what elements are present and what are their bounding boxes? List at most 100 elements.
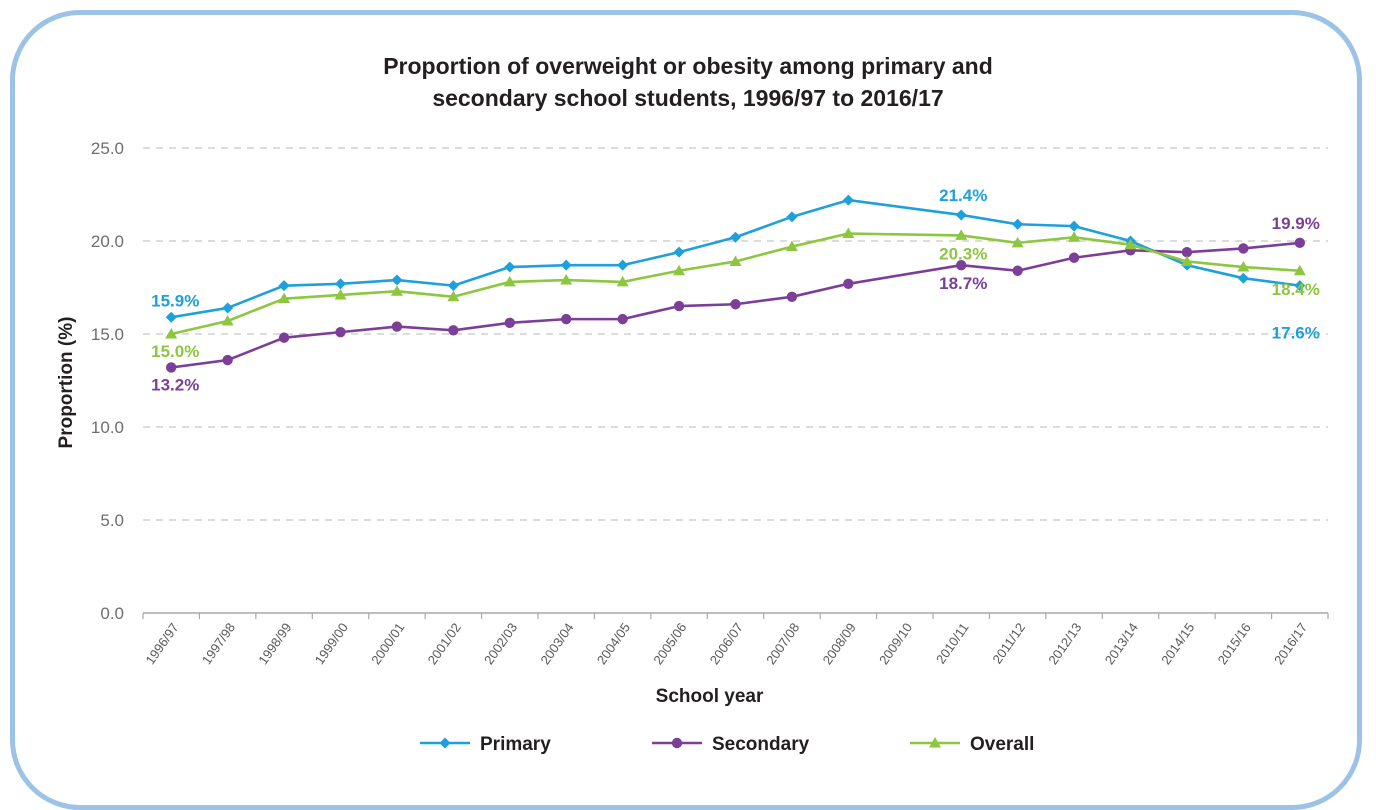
primary-point (560, 259, 572, 271)
secondary-point (1068, 252, 1080, 263)
primary-point (222, 302, 234, 314)
x-tick-label: 2001/02 (425, 620, 464, 667)
axes: 0.0 5.0 10.0 15.0 20.0 25.0 1996/97 1997/98 1998… (56, 139, 1329, 707)
secondary-point (278, 332, 290, 343)
data-label-primary: 17.6% (1272, 324, 1320, 343)
x-tick-label: 1998/99 (255, 620, 294, 667)
overall-point (842, 227, 855, 239)
secondary-point (956, 259, 967, 271)
x-tick-label: 2009/10 (876, 620, 915, 667)
secondary-line (171, 241, 1300, 369)
overall-point (1180, 255, 1193, 266)
chart-title-line-2: secondary school students, 1996/97 to 20… (432, 85, 944, 111)
x-tick-label: 2011/12 (989, 620, 1028, 666)
secondary-point (222, 354, 233, 366)
secondary-point (843, 278, 854, 289)
legend-item-secondary: Secondary (652, 734, 810, 755)
x-tick-label: 2013/14 (1102, 620, 1141, 667)
primary-point (447, 280, 459, 292)
overall-line (170, 232, 1300, 336)
primary-point (1294, 280, 1306, 292)
y-tick-label: 15.0 (91, 325, 124, 344)
y-axis-title: Proportion (%) (56, 317, 77, 449)
chart-title-line-1: Proportion of overweight or obesity amon… (383, 53, 993, 79)
secondary-point (561, 313, 572, 325)
overall-point (1237, 261, 1250, 272)
overall-point (390, 285, 403, 296)
x-tick-label: 2007/08 (763, 620, 802, 667)
data-label-secondary: 18.7% (939, 274, 987, 293)
legend-item-overall: Overall (910, 734, 1034, 755)
data-label-secondary: 19.9% (1272, 214, 1320, 233)
x-tick-label: 2015/16 (1215, 620, 1254, 667)
data-label-primary: 15.9% (151, 291, 199, 310)
legend-label-overall: Overall (970, 734, 1034, 755)
x-tick-label: 2000/01 (368, 620, 407, 667)
overall-point (955, 229, 968, 240)
primary-point (955, 209, 967, 221)
overall-point (729, 255, 742, 266)
data-labels: 15.9% 15.0% 13.2% 21.4% 20.3% 18.7% 19.9% 18.4%… (151, 186, 1320, 395)
primary-point (391, 274, 403, 286)
primary-point (842, 194, 854, 206)
overall-point (1293, 264, 1306, 276)
secondary-point (617, 313, 628, 325)
data-label-overall: 18.4% (1272, 280, 1320, 299)
secondary-point (448, 325, 459, 336)
x-tick-label: 2006/07 (707, 620, 746, 667)
primary-point (504, 261, 516, 273)
secondary-point (1238, 243, 1249, 254)
y-tick-label: 0.0 (100, 604, 124, 623)
series-primary (165, 194, 1306, 323)
secondary-point (730, 299, 741, 310)
overall-point (503, 275, 516, 287)
y-tick-label: 20.0 (91, 232, 124, 251)
secondary-point (1012, 265, 1023, 276)
overall-point (165, 328, 178, 339)
data-label-overall: 15.0% (151, 342, 199, 361)
y-tick-label: 25.0 (91, 139, 124, 158)
y-tick-label: 10.0 (91, 418, 124, 437)
x-tick-label: 1997/98 (199, 620, 238, 667)
data-label-overall: 20.3% (939, 244, 987, 263)
overall-point (785, 240, 798, 252)
legend-item-primary: Primary (420, 734, 551, 755)
primary-point (673, 246, 685, 258)
y-tick-label: 5.0 (100, 511, 124, 530)
primary-point (1068, 220, 1080, 232)
primary-point (617, 259, 629, 271)
x-tick-label: 2004/05 (594, 620, 633, 667)
primary-line (171, 198, 1300, 319)
x-tick-label: 2012/13 (1045, 620, 1084, 667)
secondary-point (335, 326, 346, 338)
x-tick-label: 2016/17 (1271, 620, 1310, 667)
x-tick-label: 2010/11 (933, 620, 972, 666)
legend-label-secondary: Secondary (712, 734, 810, 755)
data-label-secondary: 13.2% (151, 375, 199, 394)
x-tick-label: 1996/97 (142, 620, 181, 667)
x-axis-title: School year (656, 686, 764, 707)
legend-marker-overall (929, 737, 941, 748)
secondary-point (504, 317, 515, 329)
secondary-point (1181, 246, 1193, 258)
overall-point (1011, 236, 1024, 248)
data-label-primary: 21.4% (939, 186, 987, 205)
overall-point (1068, 231, 1081, 242)
secondary-point (786, 291, 798, 302)
primary-point (335, 278, 346, 290)
legend: Primary Secondary Overall (420, 734, 1034, 755)
overall-point (1124, 238, 1137, 250)
overall-point (221, 314, 234, 326)
secondary-point (391, 321, 403, 332)
line-chart: 0.0 5.0 10.0 15.0 20.0 25.0 1996/97 1997/98 1998… (56, 139, 1329, 755)
primary-point (786, 211, 798, 223)
overall-point (447, 290, 460, 302)
x-tick-label: 2005/06 (650, 620, 689, 667)
x-tick-label: 2014/15 (1158, 620, 1197, 667)
legend-label-primary: Primary (480, 734, 551, 755)
legend-marker-secondary (671, 737, 683, 749)
primary-point (1237, 272, 1249, 284)
overall-point (673, 264, 686, 276)
secondary-point (166, 362, 177, 373)
chart-title: Proportion of overweight or obesity amon… (0, 50, 1376, 114)
